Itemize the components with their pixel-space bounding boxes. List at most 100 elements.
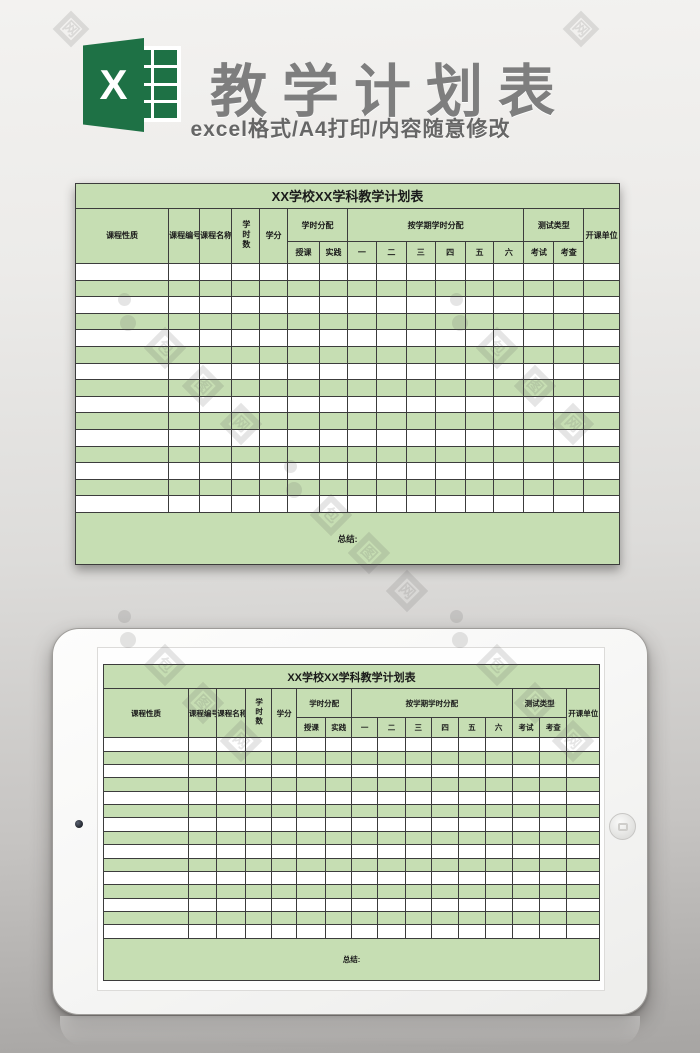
empty-cell	[216, 884, 247, 899]
empty-cell	[216, 870, 247, 886]
empty-cell	[318, 362, 348, 381]
empty-cell	[434, 429, 466, 447]
empty-cell	[245, 817, 272, 832]
empty-cell	[583, 296, 620, 314]
empty-cell	[168, 345, 201, 364]
empty-cell	[216, 790, 247, 806]
empty-cell	[230, 312, 261, 331]
table-row	[103, 777, 600, 792]
empty-cell	[350, 737, 379, 752]
col-header-credits: 学分	[259, 207, 289, 264]
empty-cell	[350, 817, 379, 832]
empty-cell	[434, 296, 466, 314]
empty-cell	[287, 279, 320, 298]
empty-cell	[539, 910, 568, 926]
empty-cell	[325, 924, 352, 939]
empty-cell	[484, 897, 513, 912]
empty-cell	[493, 345, 525, 364]
empty-cell	[553, 362, 585, 381]
empty-cell	[377, 830, 406, 846]
table-title: XX学校XX学科教学计划表	[103, 663, 600, 690]
empty-cell	[523, 395, 555, 414]
empty-cell	[168, 379, 201, 397]
empty-cell	[553, 312, 585, 331]
empty-cell	[74, 462, 170, 480]
empty-cell	[270, 830, 298, 846]
empty-cell	[318, 445, 348, 464]
empty-cell	[464, 312, 495, 331]
empty-cell	[168, 478, 201, 497]
col-header-semester-hours-allocation: 按学期学时分配	[346, 207, 525, 243]
empty-cell	[245, 830, 272, 846]
empty-cell	[245, 777, 272, 792]
empty-cell	[318, 379, 348, 397]
col-header-offering-unit: 开课单位	[566, 688, 600, 739]
empty-cell	[404, 764, 432, 779]
table-row	[103, 804, 600, 819]
sub-header-lecture: 授课	[296, 717, 327, 739]
empty-cell	[523, 362, 555, 381]
empty-cell	[464, 345, 495, 364]
empty-cell	[168, 495, 201, 514]
empty-cell	[430, 750, 460, 766]
empty-cell	[245, 844, 272, 859]
empty-cell	[493, 395, 525, 414]
empty-cell	[199, 429, 232, 447]
empty-cell	[270, 910, 298, 926]
table-row	[103, 857, 600, 872]
empty-cell	[377, 764, 406, 779]
empty-cell	[216, 830, 247, 846]
table-row	[74, 345, 620, 364]
summary-label: 总结:	[337, 533, 358, 544]
empty-cell	[566, 830, 600, 846]
empty-cell	[583, 345, 620, 364]
empty-cell	[287, 445, 320, 464]
empty-cell	[511, 870, 541, 886]
table-row	[74, 379, 620, 397]
empty-cell	[377, 777, 406, 792]
empty-cell	[346, 279, 377, 298]
sub-header-2: 三	[405, 241, 436, 264]
empty-cell	[493, 329, 525, 347]
empty-cell	[539, 750, 568, 766]
empty-cell	[539, 844, 568, 859]
empty-cell	[270, 924, 298, 939]
empty-cell	[375, 429, 407, 447]
empty-cell	[245, 924, 272, 939]
empty-cell	[270, 897, 298, 912]
empty-cell	[464, 412, 495, 431]
col-header-course-nature: 课程性质	[74, 207, 170, 264]
empty-cell	[484, 857, 513, 872]
empty-cell	[287, 379, 320, 397]
empty-cell	[346, 395, 377, 414]
empty-cell	[187, 830, 218, 846]
empty-cell	[484, 737, 513, 752]
empty-cell	[216, 750, 247, 766]
empty-cell	[103, 910, 189, 926]
col-header-test-type: 测试类型	[511, 688, 568, 719]
empty-cell	[434, 445, 466, 464]
empty-cell	[103, 777, 189, 792]
empty-cell	[103, 830, 189, 846]
empty-cell	[583, 495, 620, 514]
empty-cell	[187, 777, 218, 792]
empty-cell	[187, 884, 218, 899]
empty-cell	[230, 262, 261, 281]
empty-cell	[404, 777, 432, 792]
empty-cell	[230, 445, 261, 464]
empty-cell	[493, 445, 525, 464]
empty-cell	[187, 817, 218, 832]
empty-cell	[539, 777, 568, 792]
empty-cell	[405, 312, 436, 331]
empty-cell	[511, 884, 541, 899]
empty-cell	[74, 429, 170, 447]
empty-cell	[346, 262, 377, 281]
empty-cell	[430, 764, 460, 779]
empty-cell	[103, 750, 189, 766]
empty-cell	[168, 395, 201, 414]
empty-cell	[464, 296, 495, 314]
empty-cell	[245, 764, 272, 779]
empty-cell	[511, 750, 541, 766]
empty-cell	[377, 857, 406, 872]
empty-cell	[511, 804, 541, 819]
